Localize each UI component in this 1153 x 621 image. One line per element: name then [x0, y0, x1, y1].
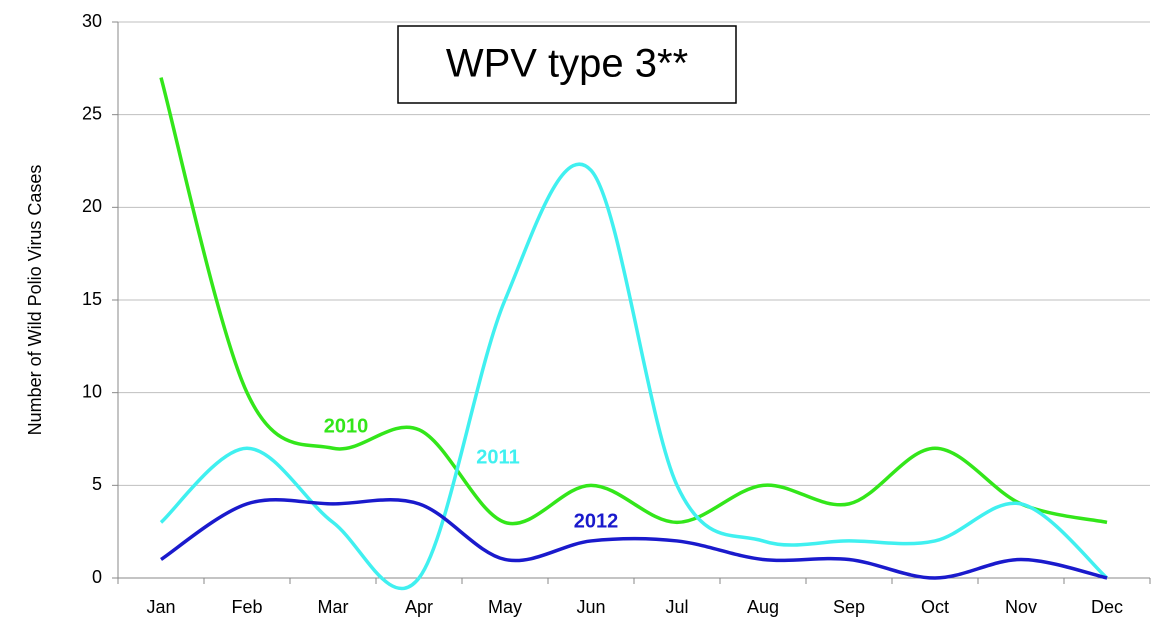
series-line [160, 498, 1108, 580]
series-label: 2010 [324, 415, 369, 437]
x-tick-label: Jan [146, 597, 175, 617]
x-tick-label: May [488, 597, 522, 617]
series-label: 2011 [476, 446, 519, 468]
series-line [159, 77, 1108, 526]
x-tick-label: Sep [833, 597, 865, 617]
series-label: 2012 [574, 510, 619, 532]
title-box [397, 25, 737, 104]
x-tick-label: Feb [231, 597, 262, 617]
x-tick-label: Oct [921, 597, 949, 617]
y-axis-label: Number of Wild Polio Virus Cases [25, 165, 45, 436]
x-tick-label: Mar [318, 597, 349, 617]
y-tick-label: 5 [92, 474, 102, 494]
x-tick-label: Dec [1091, 597, 1123, 617]
x-tick-label: Jun [576, 597, 605, 617]
x-tick-label: Aug [747, 597, 779, 617]
y-tick-label: 25 [82, 103, 102, 123]
y-tick-label: 0 [92, 567, 102, 587]
y-tick-label: 30 [82, 11, 102, 31]
y-tick-label: 20 [82, 196, 102, 216]
x-tick-label: Nov [1005, 597, 1037, 617]
chart-title: WPV type 3** [446, 42, 688, 86]
x-tick-label: Jul [665, 597, 688, 617]
x-tick-label: Apr [405, 597, 433, 617]
y-tick-label: 15 [82, 289, 102, 309]
y-tick-label: 10 [82, 381, 102, 401]
series-line [159, 162, 1109, 591]
